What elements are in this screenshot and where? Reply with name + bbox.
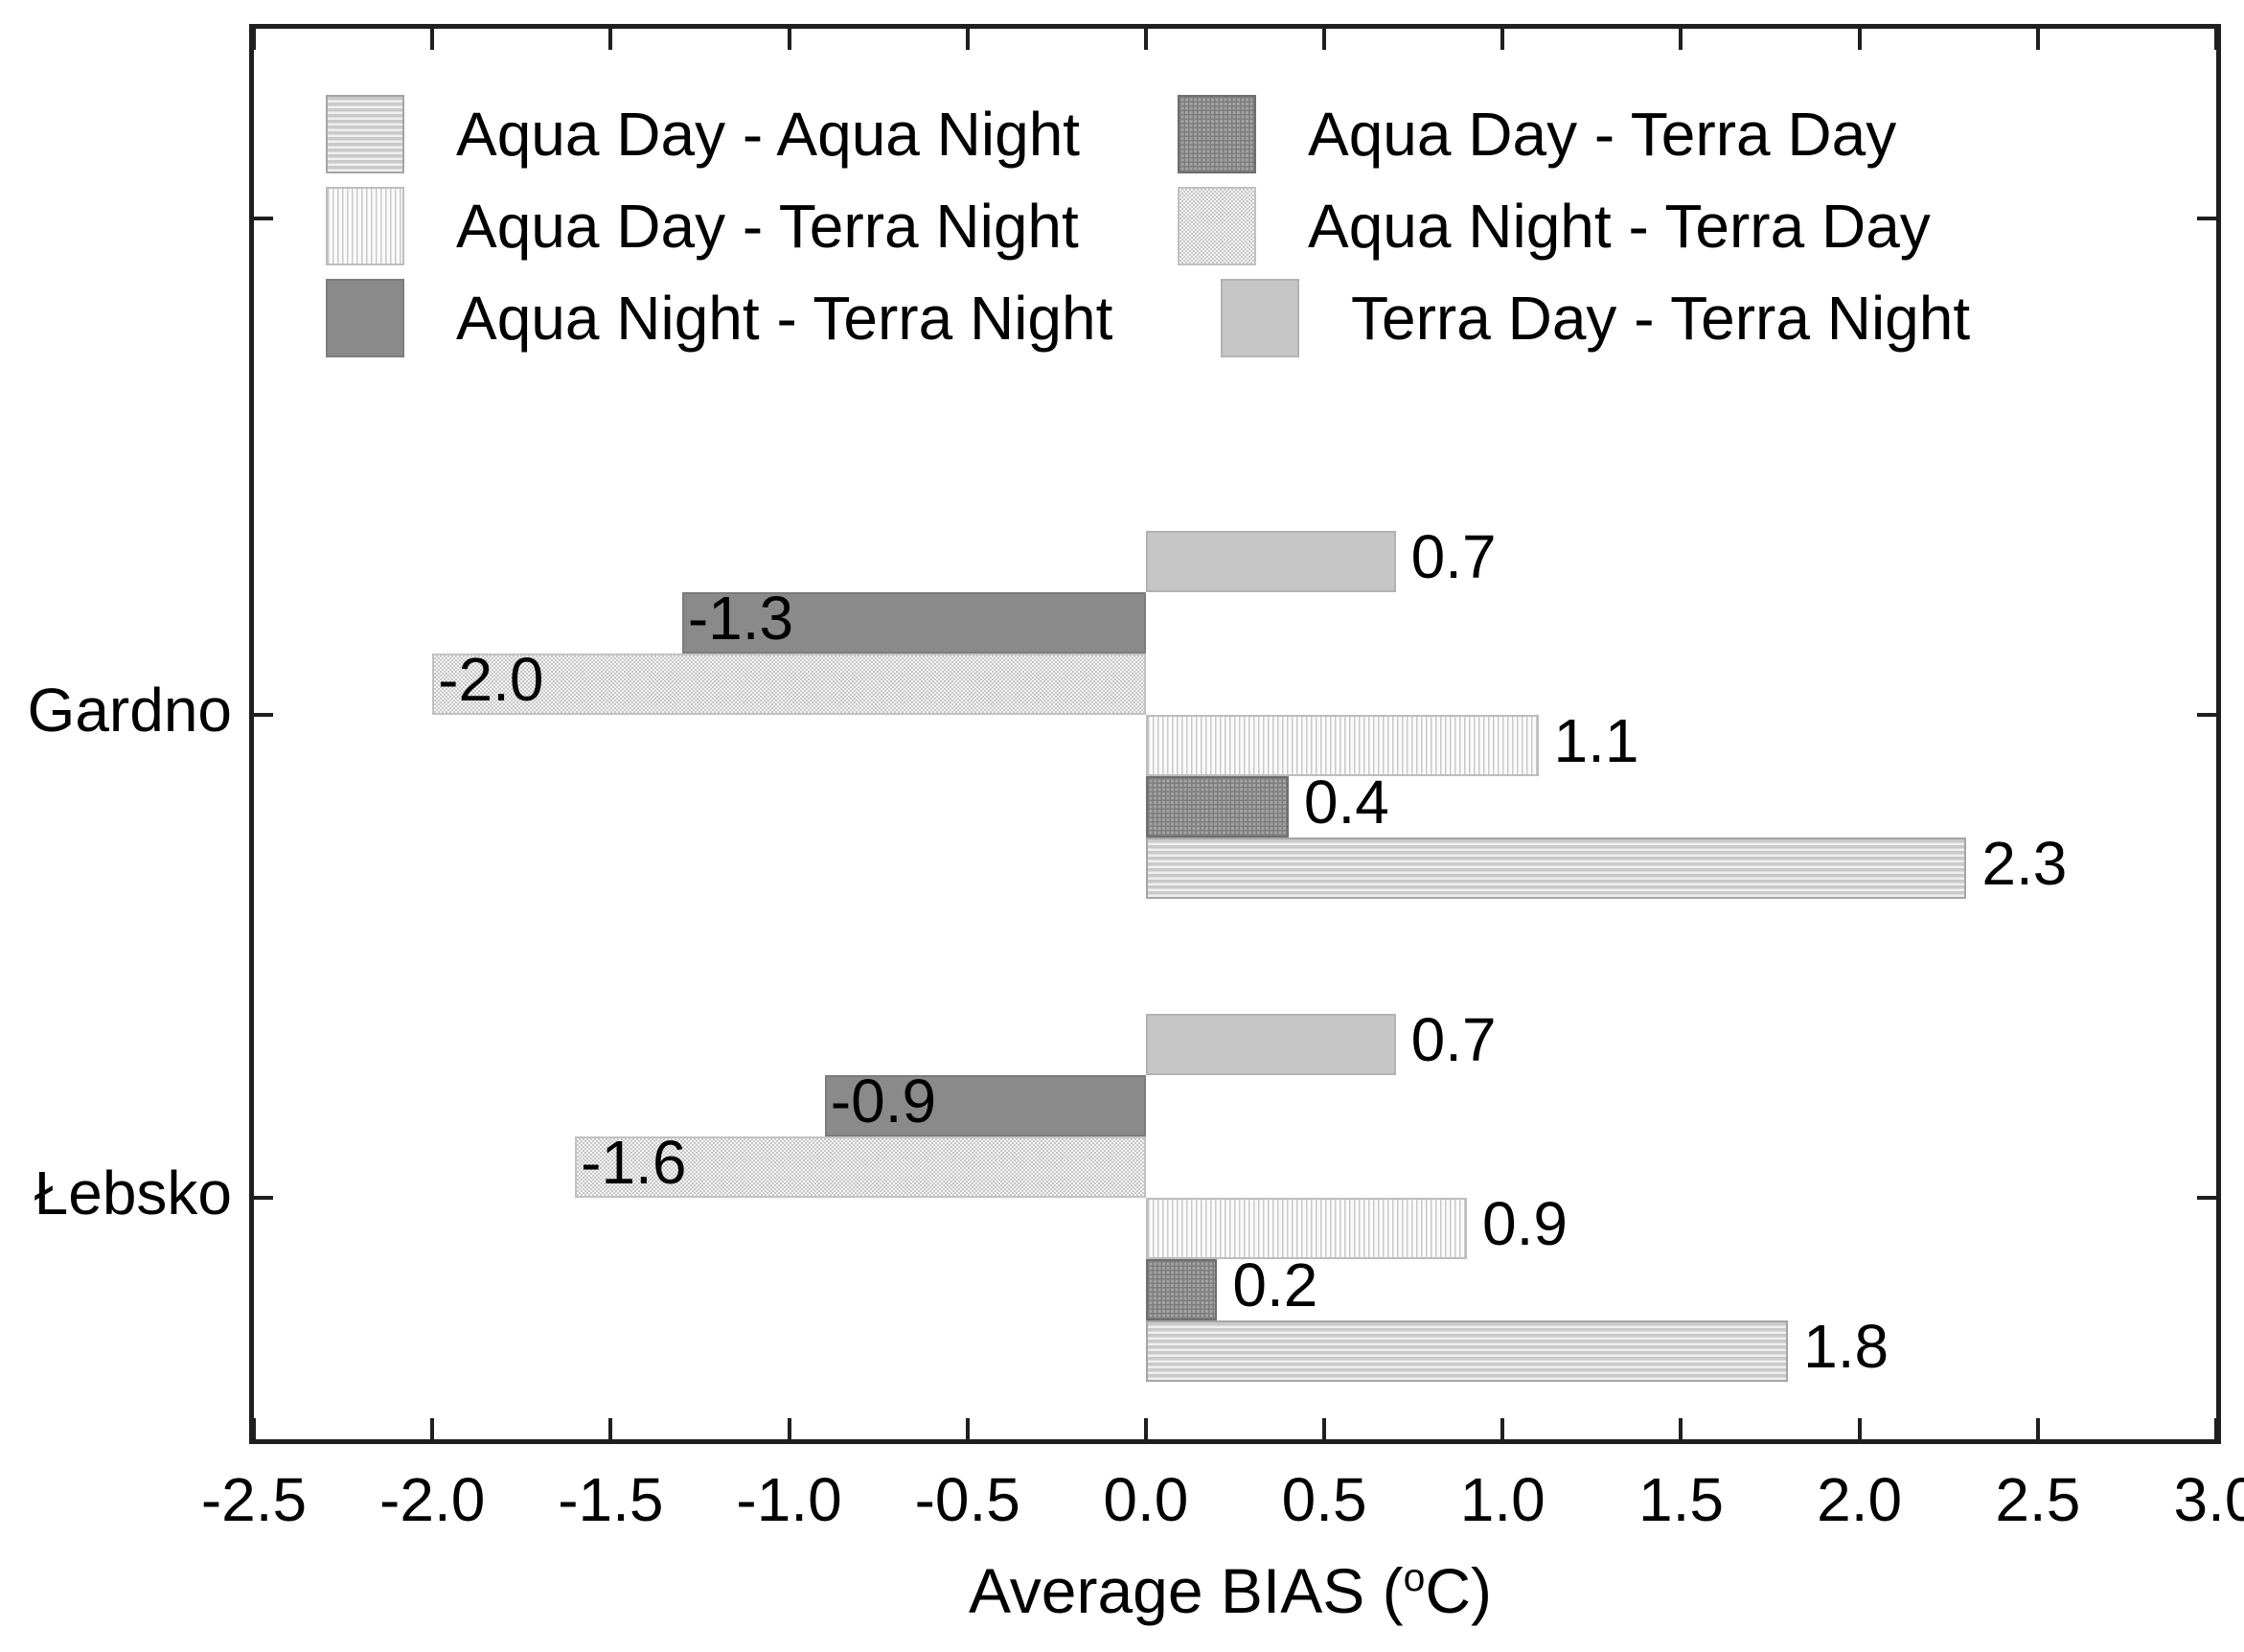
x-axis-title-unit: C) — [1425, 1555, 1493, 1626]
bar-value-label: 0.4 — [1303, 768, 1389, 837]
legend-label: Aqua Day - Terra Night — [456, 192, 1079, 261]
bar — [1145, 776, 1289, 837]
bar — [681, 592, 1146, 654]
x-tick-mark — [1500, 1418, 1505, 1439]
x-tick-mark — [2214, 29, 2218, 50]
x-axis-title-text: Average BIAS ( — [968, 1555, 1404, 1626]
bar-value-label: -0.9 — [830, 1067, 937, 1136]
legend-label: Aqua Night - Terra Day — [1308, 192, 1931, 261]
legend-label: Terra Day - Terra Night — [1351, 284, 1971, 353]
legend-label: Aqua Day - Aqua Night — [456, 100, 1081, 169]
x-tick-label: -0.5 — [914, 1465, 1020, 1534]
x-tick-mark — [1322, 29, 1327, 50]
x-tick-mark — [1500, 29, 1505, 50]
x-tick-mark — [1679, 29, 1683, 50]
legend-label: Aqua Night - Terra Night — [456, 284, 1113, 353]
x-tick-mark — [787, 29, 791, 50]
x-tick-mark — [1857, 1418, 1862, 1439]
x-tick-mark — [608, 1418, 613, 1439]
y-tick-mark — [254, 1196, 273, 1200]
x-tick-label: 0.0 — [1103, 1465, 1189, 1534]
legend-swatch — [326, 95, 404, 173]
bar — [1145, 1259, 1218, 1320]
x-tick-mark — [965, 29, 970, 50]
bar — [432, 654, 1146, 715]
bar — [1145, 1198, 1468, 1259]
y-tick-mark — [2197, 713, 2216, 717]
x-tick-label: 2.5 — [1995, 1465, 2081, 1534]
bar — [1145, 531, 1396, 592]
x-tick-mark — [1322, 1418, 1327, 1439]
x-tick-mark — [1143, 1418, 1148, 1439]
x-tick-mark — [252, 29, 256, 50]
y-category-label: Łebsko — [34, 1159, 232, 1228]
y-tick-mark — [254, 713, 273, 717]
y-category-label: Gardno — [27, 676, 232, 745]
bar-value-label: 0.7 — [1410, 522, 1497, 591]
bar — [1145, 837, 1967, 899]
legend-swatch — [1178, 187, 1256, 265]
y-tick-mark — [2197, 1196, 2216, 1200]
x-tick-mark — [2035, 29, 2040, 50]
legend-item: Aqua Day - Terra Night — [326, 187, 1178, 265]
y-tick-mark — [2197, 217, 2216, 220]
bar — [824, 1075, 1146, 1136]
x-tick-label: -2.0 — [379, 1465, 486, 1534]
x-tick-label: 3.0 — [2173, 1465, 2244, 1534]
legend-item: Aqua Day - Terra Day — [1178, 95, 1970, 173]
x-tick-mark — [1679, 1418, 1683, 1439]
legend-label: Aqua Day - Terra Day — [1308, 100, 1897, 169]
degree-symbol: o — [1403, 1555, 1426, 1599]
legend-item: Terra Day - Terra Night — [1178, 279, 1970, 357]
x-tick-mark — [608, 29, 613, 50]
x-tick-mark — [252, 1418, 256, 1439]
legend-swatch — [1178, 95, 1256, 173]
bar-value-label: -2.0 — [438, 645, 544, 714]
x-tick-label: 0.5 — [1281, 1465, 1367, 1534]
y-tick-mark — [254, 217, 273, 220]
bar-value-label: 0.9 — [1482, 1189, 1568, 1258]
x-tick-label: -2.5 — [200, 1465, 308, 1534]
x-tick-mark — [1857, 29, 1862, 50]
legend-swatch — [1221, 279, 1299, 357]
x-tick-mark — [2214, 1418, 2218, 1439]
bar — [575, 1136, 1146, 1198]
bar-value-label: -1.6 — [581, 1128, 687, 1197]
x-tick-mark — [2035, 1418, 2040, 1439]
bar-value-label: 0.2 — [1232, 1250, 1318, 1319]
legend: Aqua Day - Aqua Night Aqua Day - Terra Da… — [326, 88, 1970, 364]
bar-value-label: 1.1 — [1553, 706, 1639, 775]
bar-value-label: 1.8 — [1803, 1312, 1889, 1381]
bar-value-label: -1.3 — [687, 584, 794, 653]
x-tick-mark — [1143, 29, 1148, 50]
x-tick-mark — [430, 29, 435, 50]
bar — [1145, 715, 1539, 776]
x-tick-label: 1.0 — [1459, 1465, 1546, 1534]
legend-item: Aqua Day - Aqua Night — [326, 95, 1178, 173]
x-tick-mark — [787, 1418, 791, 1439]
x-tick-mark — [965, 1418, 970, 1439]
legend-item: Aqua Night - Terra Night — [326, 279, 1178, 357]
x-tick-label: -1.5 — [558, 1465, 664, 1534]
x-tick-label: 1.5 — [1637, 1465, 1724, 1534]
x-tick-label: 2.0 — [1817, 1465, 1903, 1534]
bar-value-label: 0.7 — [1410, 1005, 1497, 1074]
legend-item: Aqua Night - Terra Day — [1178, 187, 1970, 265]
bar — [1145, 1320, 1789, 1382]
legend-swatch — [326, 187, 404, 265]
x-tick-label: -1.0 — [736, 1465, 842, 1534]
x-axis-title: Average BIAS (oC) — [249, 1554, 2211, 1627]
bar — [1145, 1014, 1396, 1075]
bar-value-label: 2.3 — [1981, 829, 2068, 898]
x-tick-mark — [430, 1418, 435, 1439]
legend-swatch — [326, 279, 404, 357]
